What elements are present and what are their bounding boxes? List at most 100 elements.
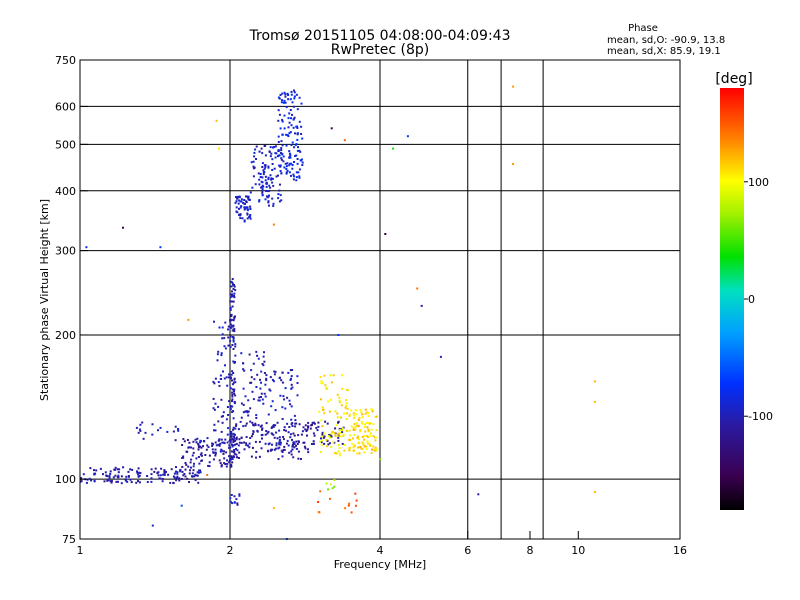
data-point [352,437,354,440]
data-point [269,146,272,149]
data-point [281,455,284,458]
data-point [192,451,195,454]
data-point [291,445,294,448]
data-point [288,112,291,115]
data-point [117,474,120,477]
data-point [236,503,239,506]
data-point [310,443,313,445]
data-point [242,387,245,390]
data-point [299,150,302,153]
data-point [312,440,315,443]
data-point [114,466,117,469]
data-point [233,292,236,295]
data-point [192,465,195,468]
data-point [275,444,278,447]
data-point [295,422,298,425]
data-point [233,317,236,320]
data-point [285,171,288,174]
data-point [379,458,381,461]
data-point [214,452,217,455]
data-point [331,487,334,490]
data-point [227,414,230,416]
data-point [250,381,253,384]
data-point [290,418,293,421]
data-point [197,448,200,451]
data-point [233,330,236,333]
data-point [127,470,130,473]
data-point [109,470,112,473]
data-point [283,99,286,102]
data-point [354,428,357,431]
data-point [135,426,138,429]
data-point [226,462,229,465]
data-point [248,442,251,445]
data-point [219,462,222,465]
data-point [231,443,233,446]
data-point [312,421,315,424]
data-point [298,423,301,426]
data-point [262,173,265,176]
data-point [281,120,284,123]
data-point [222,370,224,373]
data-point [261,363,264,365]
data-point [293,414,296,417]
data-point [258,178,261,181]
data-point [296,108,299,111]
data-point [274,409,277,412]
data-point [284,387,287,390]
data-point [219,450,222,453]
data-point [327,488,330,491]
data-point [294,155,297,157]
data-point [252,430,255,433]
data-point [243,199,246,201]
data-point [356,436,359,439]
data-point [238,207,240,210]
data-point [272,507,275,510]
data-point [345,418,348,421]
data-point [261,188,264,191]
data-point [267,430,270,433]
data-point [286,169,289,172]
data-point [289,109,292,111]
data-point [248,446,251,449]
data-point [235,453,238,456]
data-point [154,467,157,470]
data-point [223,345,226,348]
data-point [268,151,271,153]
data-point [246,213,249,216]
data-point [287,431,290,434]
data-point [297,457,300,460]
data-point [262,171,265,173]
data-point [291,164,294,166]
data-point [234,289,237,292]
data-point [346,412,348,415]
data-point [137,431,140,434]
data-point [336,393,339,396]
data-point [271,400,274,403]
data-point [297,146,299,149]
data-point [222,441,225,444]
data-point [228,400,231,403]
data-point [253,151,256,154]
data-point [172,430,175,433]
data-point [273,436,276,439]
data-point [229,306,232,309]
data-point [233,285,236,288]
data-point [284,162,287,165]
data-point [183,440,186,443]
data-point [120,475,123,478]
data-point [265,374,268,377]
data-point [292,178,295,181]
data-point [234,443,237,446]
data-point [290,377,292,380]
data-point [197,444,200,447]
data-point [231,391,234,394]
data-point [185,463,188,466]
data-point [317,421,320,424]
data-point [330,446,333,448]
data-point [229,497,232,500]
data-point [259,173,262,175]
data-point [353,449,355,452]
data-point [328,410,331,413]
data-point [233,452,236,455]
